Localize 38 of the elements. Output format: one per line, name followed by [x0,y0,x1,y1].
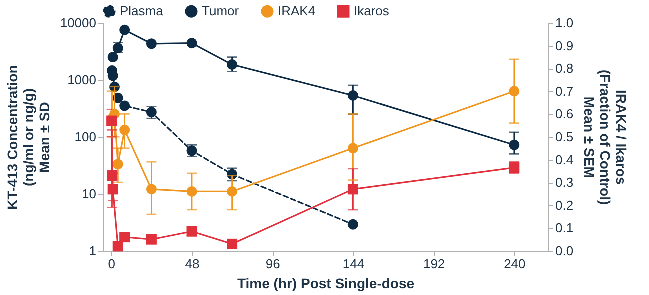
point [120,24,130,36]
point [146,38,157,50]
y-tick-label: 10000 [60,16,96,30]
legend-label: Plasma [120,4,164,19]
point [348,90,358,101]
x-tick-label: 0 [108,256,116,272]
y2-tick-label: 0.5 [556,130,574,144]
y2-tick-label: 0.8 [556,61,574,76]
legend-label: IRAK4 [278,4,316,19]
point [120,100,130,112]
y-tick-label: 100 [74,130,96,144]
point [509,140,520,150]
y2-tick-label: 0.1 [556,220,574,236]
y-tick-label: 1000 [68,72,96,88]
y2-tick-label: 0.0 [556,244,574,258]
y2-tick-label: 1.0 [556,16,574,30]
point [108,52,118,63]
legend-label: Ikaros [354,4,390,19]
y2-tick-label: 0.9 [556,38,574,54]
x-axis-title: Time (hr) Post Single-dose [237,276,415,292]
point [186,38,198,49]
legend-label: Tumor [202,4,240,19]
point [227,60,238,70]
y-tick-label: 1 [89,244,96,258]
y2-tick-label: 0.2 [556,198,574,213]
x-tick-label: 192 [423,256,446,272]
x-tick-label: 144 [342,256,365,272]
x-tick-label: 48 [185,256,200,272]
y2-tick-label: 0.4 [556,152,574,168]
y2-axis-title: IRAK4 / Ikaros (Fraction of Control) Mean ± SEM [582,70,630,206]
y2-tick-label: 0.7 [556,84,574,99]
y2-tick-label: 0.3 [556,175,574,190]
x-tick-label: 96 [266,256,280,272]
y2-tick-label: 0.6 [556,106,574,122]
x-tick-label: 240 [504,256,526,272]
point [348,219,358,230]
y-axis-title: KT-413 Concentration (ng/ml or ng/g) Mean ± SD [4,65,52,210]
y-tick-label: 10 [82,186,96,202]
